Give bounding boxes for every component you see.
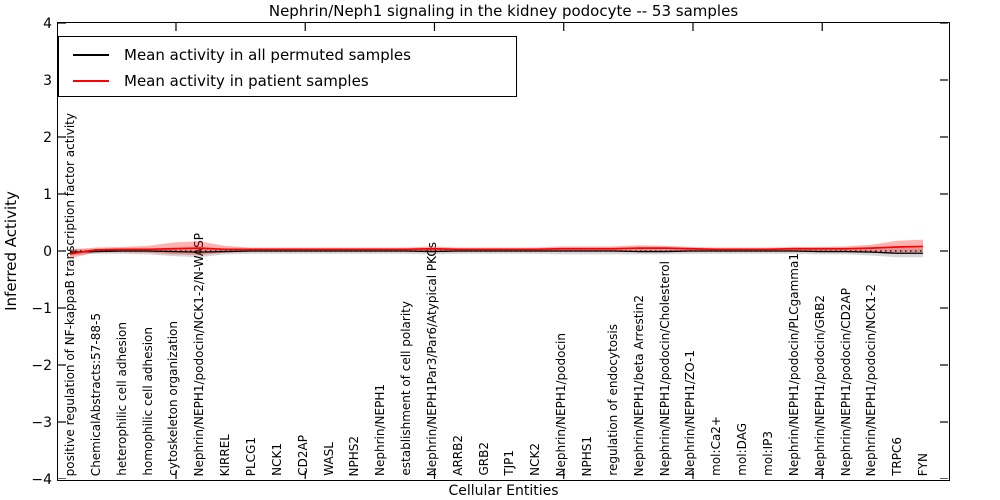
x-category-label: GRB2 <box>476 442 491 476</box>
x-category-label: FYN <box>916 452 931 476</box>
x-category-label: positive regulation of NF-kappaB transcr… <box>63 112 77 476</box>
x-category-label: KIRREL <box>218 433 233 476</box>
x-category-label: NPHS2 <box>347 435 362 477</box>
x-category-label: WASL <box>321 442 336 476</box>
y-tick-label: −4 <box>31 471 52 488</box>
legend-label-patient: Mean activity in patient samples <box>124 72 369 90</box>
x-category-label: Nephrin/NEPH1 <box>373 384 388 476</box>
x-category-label: Nephrin/NEPH1/podocin/PLCgamma1 <box>786 252 801 476</box>
x-category-label: regulation of endocytosis <box>605 324 620 476</box>
y-tick-label: 2 <box>43 129 52 146</box>
x-category-label: mol:IP3 <box>760 431 775 476</box>
x-category-label: PLCG1 <box>243 436 258 476</box>
legend-label-permuted: Mean activity in all permuted samples <box>124 46 411 64</box>
x-category-label: Nephrin/NEPH1/podocin/NCK1-2/N-WASP <box>192 232 207 476</box>
y-tick-label: −1 <box>31 300 52 317</box>
x-category-label: TRPC6 <box>890 437 905 476</box>
legend-box: Mean activity in all permuted samples Me… <box>58 36 517 97</box>
y-tick-label: 4 <box>43 15 52 32</box>
x-category-label: ChemicalAbstracts:57-88-5 <box>88 312 103 476</box>
x-category-label: homophilic cell adhesion <box>140 327 155 476</box>
x-category-label: Nephrin/NEPH1/podocin <box>554 332 569 476</box>
x-category-label: ARRB2 <box>450 435 465 476</box>
y-tick-label: −3 <box>31 414 52 431</box>
permuted-line-swatch <box>73 54 109 56</box>
x-category-label: heterophilic cell adhesion <box>114 322 129 476</box>
y-tick-label: 1 <box>43 186 52 203</box>
x-category-label: NPHS1 <box>580 435 594 477</box>
x-category-label: Nephrin/NEPH1/podocin/NCK1-2 <box>864 283 879 476</box>
y-tick-label: 0 <box>43 243 52 260</box>
x-category-label: cytoskeleton organization <box>166 321 181 476</box>
y-tick-label: 3 <box>43 72 52 89</box>
patient-line-swatch <box>73 80 109 82</box>
x-category-label: NCK2 <box>528 443 543 476</box>
x-category-label: Nephrin/NEPH1/ZO-1 <box>683 350 698 476</box>
x-category-label: establishment of cell polarity <box>399 301 414 476</box>
x-category-label: mol:Ca2+ <box>709 416 724 476</box>
x-category-label: mol:DAG <box>735 423 750 476</box>
legend-entry-patient: Mean activity in patient samples <box>73 68 516 94</box>
legend-entry-permuted: Mean activity in all permuted samples <box>73 42 516 68</box>
x-category-label: CD2AP <box>295 435 310 476</box>
x-category-label: NCK1 <box>269 443 284 476</box>
x-category-label: Nephrin/NEPH1/podocin/GRB2 <box>812 295 827 476</box>
x-category-label: Nephrin/NEPH1/podocin/Cholesterol <box>657 260 672 476</box>
y-tick-label: −2 <box>31 357 52 374</box>
x-category-label: Nephrin/NEPH1/beta Arrestin2 <box>631 294 646 476</box>
x-category-label: Nephrin/NEPH1Par3/Par6/Atypical PKCs <box>424 241 439 476</box>
chart-title: Nephrin/Neph1 signaling in the kidney po… <box>268 2 739 20</box>
x-category-label: TJP1 <box>502 450 517 476</box>
x-axis-label: Cellular Entities <box>448 483 559 499</box>
x-category-label: Nephrin/NEPH1/podocin/CD2AP <box>838 287 853 476</box>
